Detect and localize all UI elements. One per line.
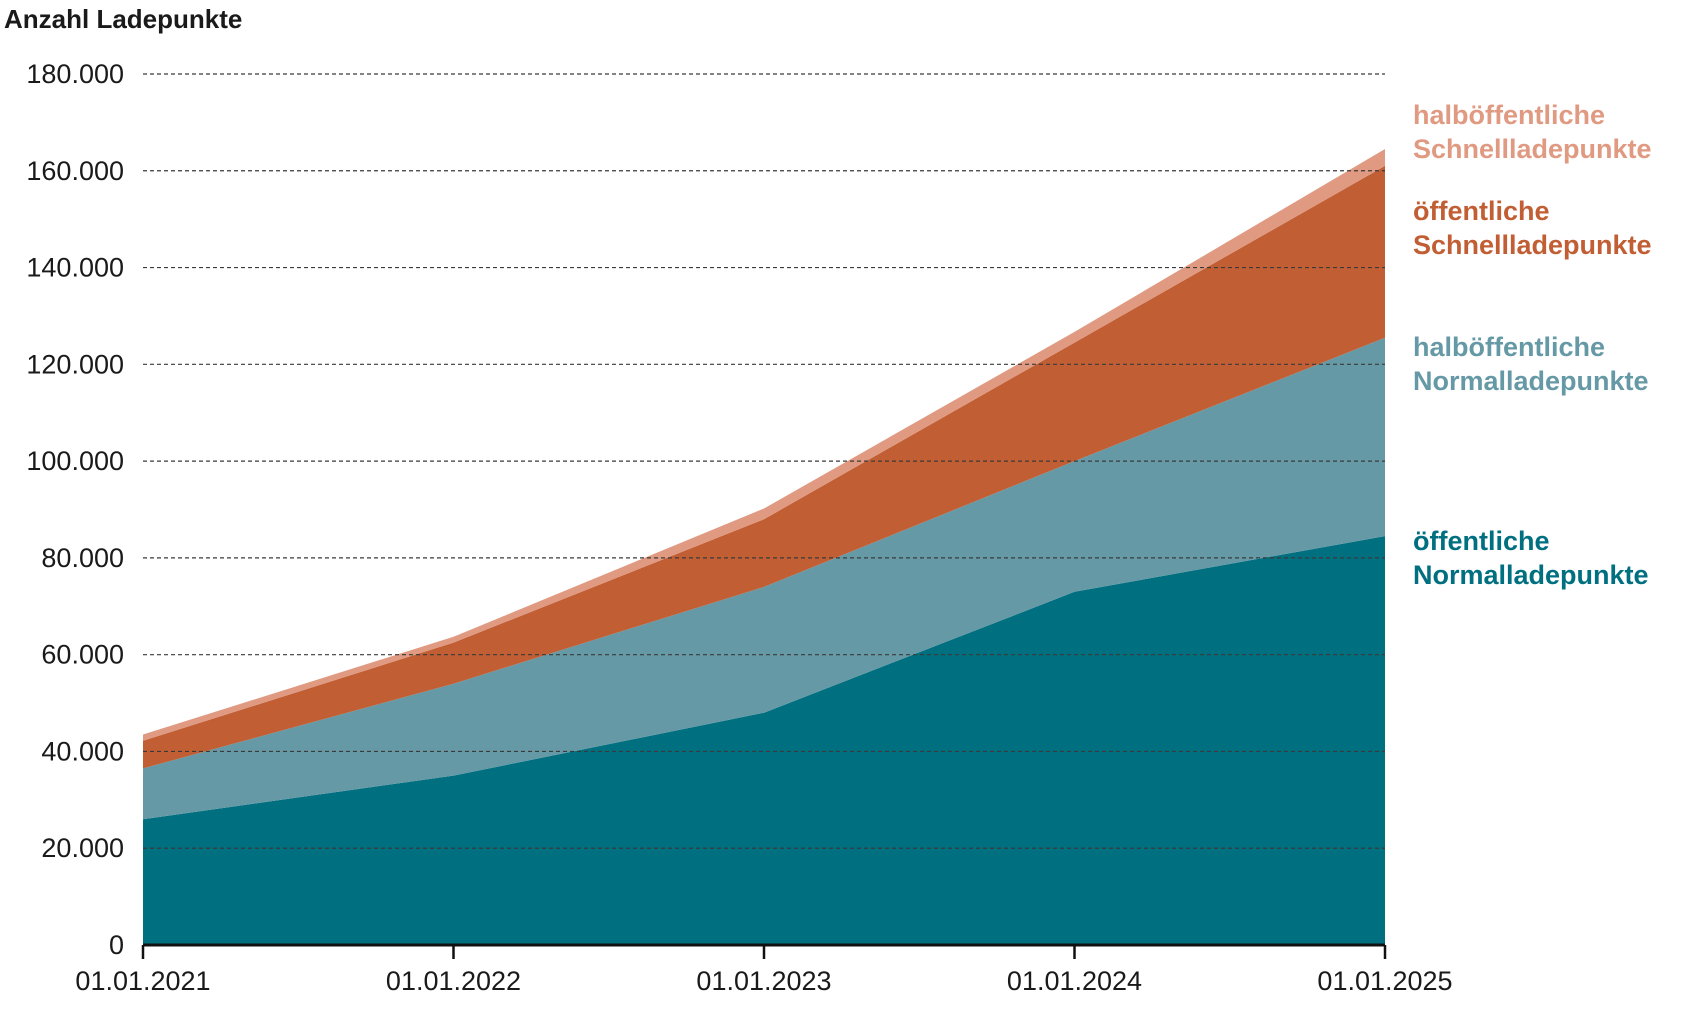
y-tick-label: 20.000	[41, 833, 124, 863]
legend-label: Schnellladepunkte	[1413, 230, 1652, 260]
legend: halböffentliche Schnellladepunkte öffentli…	[1413, 100, 1652, 590]
y-tick-label: 120.000	[26, 349, 124, 379]
legend-label: halböffentliche	[1413, 100, 1605, 130]
legend-label: halböffentliche	[1413, 332, 1605, 362]
gridlines	[143, 73, 1385, 849]
x-tick-label: 01.01.2025	[1317, 966, 1452, 996]
y-tick-label: 60.000	[41, 640, 124, 670]
y-axis-ticks: 0 20.000 40.000 60.000 80.000 100.000 120.000 1…	[26, 59, 124, 960]
legend-label: Normalladepunkte	[1413, 366, 1649, 396]
x-tick-label: 01.01.2023	[696, 966, 831, 996]
y-tick-label: 100.000	[26, 446, 124, 476]
y-tick-label: 40.000	[41, 736, 124, 766]
series-area-1	[143, 337, 1385, 820]
series-area-0	[143, 536, 1385, 945]
y-tick-label: 0	[109, 930, 124, 960]
y-tick-label: 80.000	[41, 543, 124, 573]
y-tick-label: 180.000	[26, 59, 124, 89]
legend-label: öffentliche	[1413, 196, 1550, 226]
legend-label: Normalladepunkte	[1413, 560, 1649, 590]
x-tick-label: 01.01.2021	[75, 966, 210, 996]
x-axis: 01.01.2021 01.01.2022 01.01.2023 01.01.2024…	[75, 943, 1453, 996]
legend-label: öffentliche	[1413, 526, 1550, 556]
x-tick-label: 01.01.2022	[386, 966, 521, 996]
y-tick-label: 140.000	[26, 253, 124, 283]
series-area-2	[143, 165, 1385, 769]
legend-label: Schnellladepunkte	[1413, 134, 1652, 164]
series-areas	[143, 149, 1385, 945]
y-axis-title: Anzahl Ladepunkte	[4, 4, 242, 34]
y-tick-label: 160.000	[26, 156, 124, 186]
x-tick-label: 01.01.2024	[1007, 966, 1142, 996]
